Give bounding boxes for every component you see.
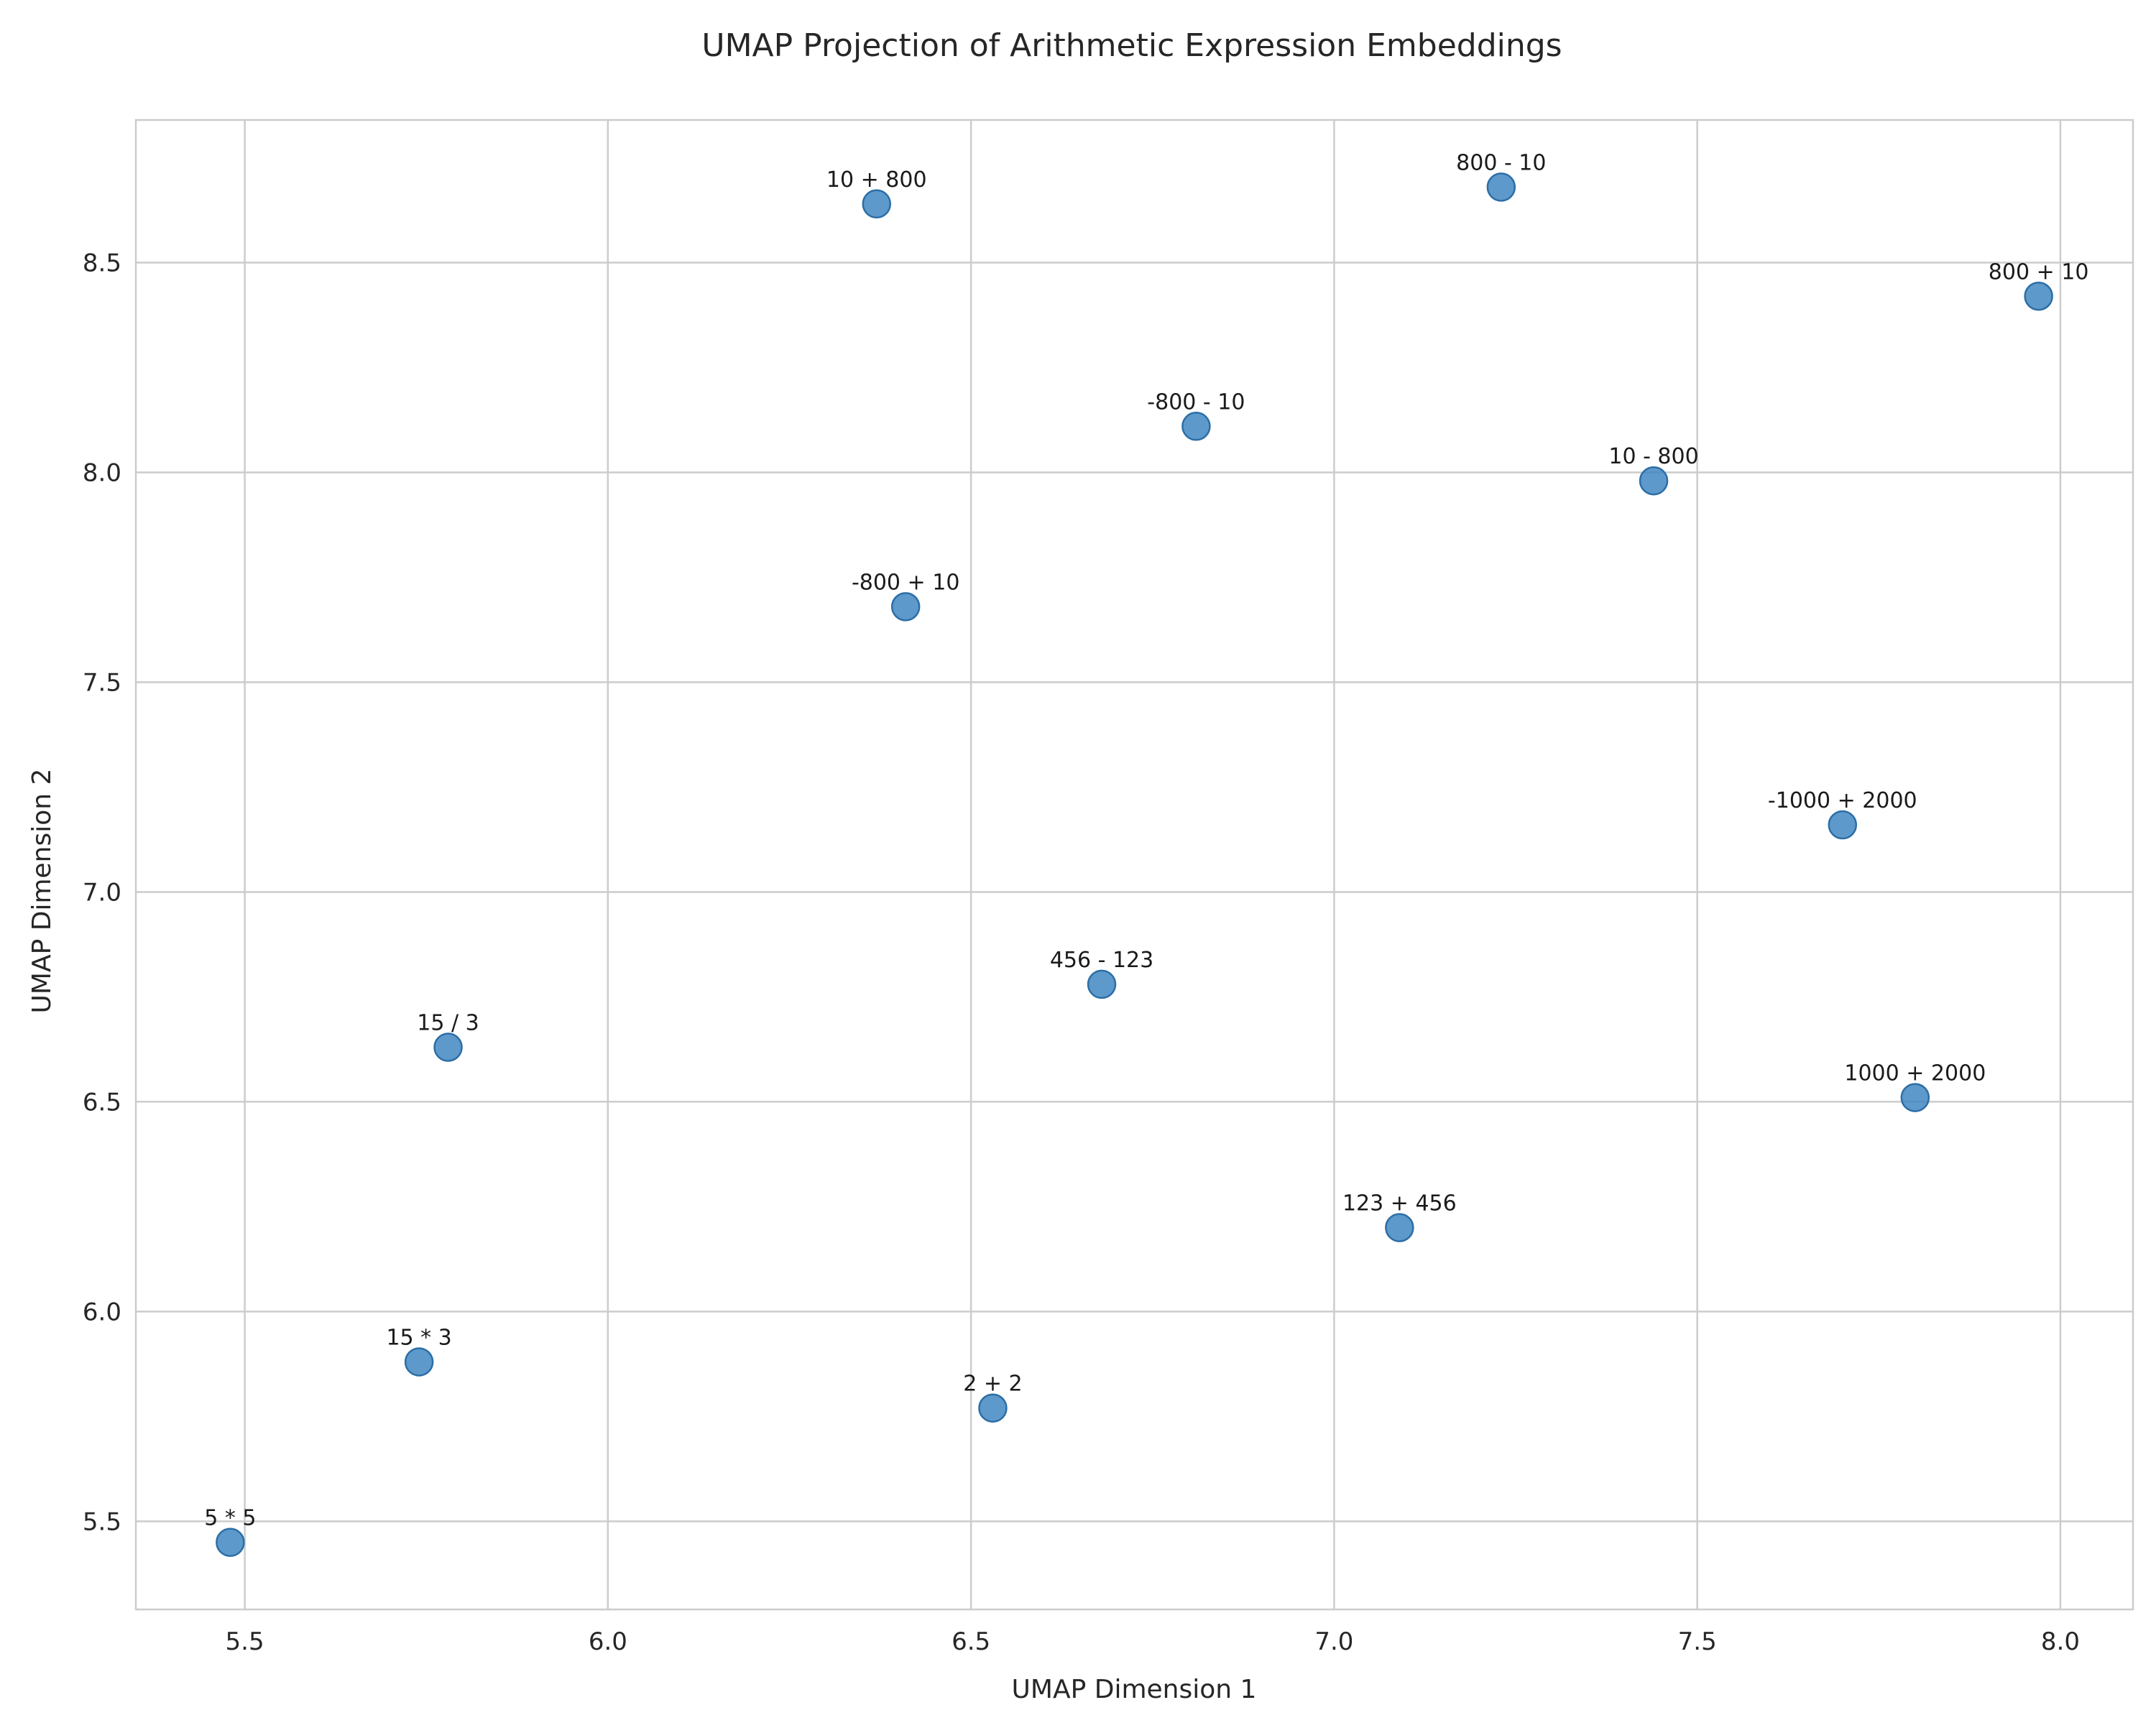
y-axis-label: UMAP Dimension 2 (27, 769, 57, 1014)
y-tick-label: 5.5 (83, 1507, 121, 1536)
point-label: 2 + 2 (963, 1372, 1022, 1397)
point-label: 10 - 800 (1608, 444, 1698, 469)
point-label: 10 + 800 (826, 167, 927, 193)
y-tick-label: 7.0 (83, 878, 121, 907)
data-point (433, 1032, 463, 1062)
x-tick-label: 7.5 (1678, 1627, 1717, 1656)
point-label: -1000 + 2000 (1768, 788, 1917, 813)
plot-frame (134, 119, 2134, 1611)
data-point (978, 1393, 1008, 1423)
data-points (216, 172, 2053, 1557)
point-label: -800 + 10 (852, 570, 959, 595)
data-point (1181, 412, 1211, 441)
point-label: 1000 + 2000 (1844, 1061, 1986, 1086)
data-point (2024, 282, 2053, 311)
data-point (1639, 466, 1669, 496)
point-label: 15 / 3 (417, 1011, 479, 1036)
y-tick-label: 7.5 (83, 668, 121, 697)
x-tick-label: 7.0 (1314, 1627, 1353, 1656)
data-point (404, 1347, 434, 1377)
x-tick-label: 8.0 (2041, 1627, 2080, 1656)
point-label: 123 + 456 (1342, 1191, 1457, 1216)
data-point (1900, 1083, 1930, 1112)
data-point (1828, 810, 1858, 840)
data-point (862, 189, 892, 219)
grid (136, 120, 2133, 1609)
x-axis-label: UMAP Dimension 1 (1012, 1675, 1257, 1704)
point-label: 15 * 3 (386, 1325, 451, 1350)
data-point (1385, 1213, 1414, 1242)
data-point (1486, 172, 1516, 202)
point-label: 800 + 10 (1989, 259, 2089, 285)
y-tick-label: 8.0 (83, 459, 121, 488)
point-label: 800 - 10 (1456, 150, 1546, 175)
chart-title: UMAP Projection of Arithmetic Expression… (701, 27, 1562, 64)
x-tick-label: 6.0 (589, 1627, 627, 1656)
data-point (216, 1528, 245, 1557)
point-label: 5 * 5 (204, 1506, 256, 1531)
data-point (890, 592, 921, 622)
y-tick-label: 8.5 (83, 249, 121, 278)
y-tick-label: 6.5 (83, 1088, 121, 1117)
point-label: -800 - 10 (1147, 389, 1245, 415)
point-labels: 10 + 800 800 - 10 800 + 10 -800 - 10 10 - 80… (204, 150, 2088, 1530)
point-label: 456 - 123 (1050, 948, 1153, 973)
tick-labels: 5.5 6.0 6.5 7.0 7.5 8.0 5.5 6.0 6.5 7.0 7.5 8.0 8.5 (83, 249, 2080, 1656)
x-tick-label: 6.5 (952, 1627, 990, 1656)
y-tick-label: 6.0 (83, 1298, 121, 1326)
x-tick-label: 5.5 (226, 1627, 264, 1656)
data-point (1087, 969, 1117, 999)
